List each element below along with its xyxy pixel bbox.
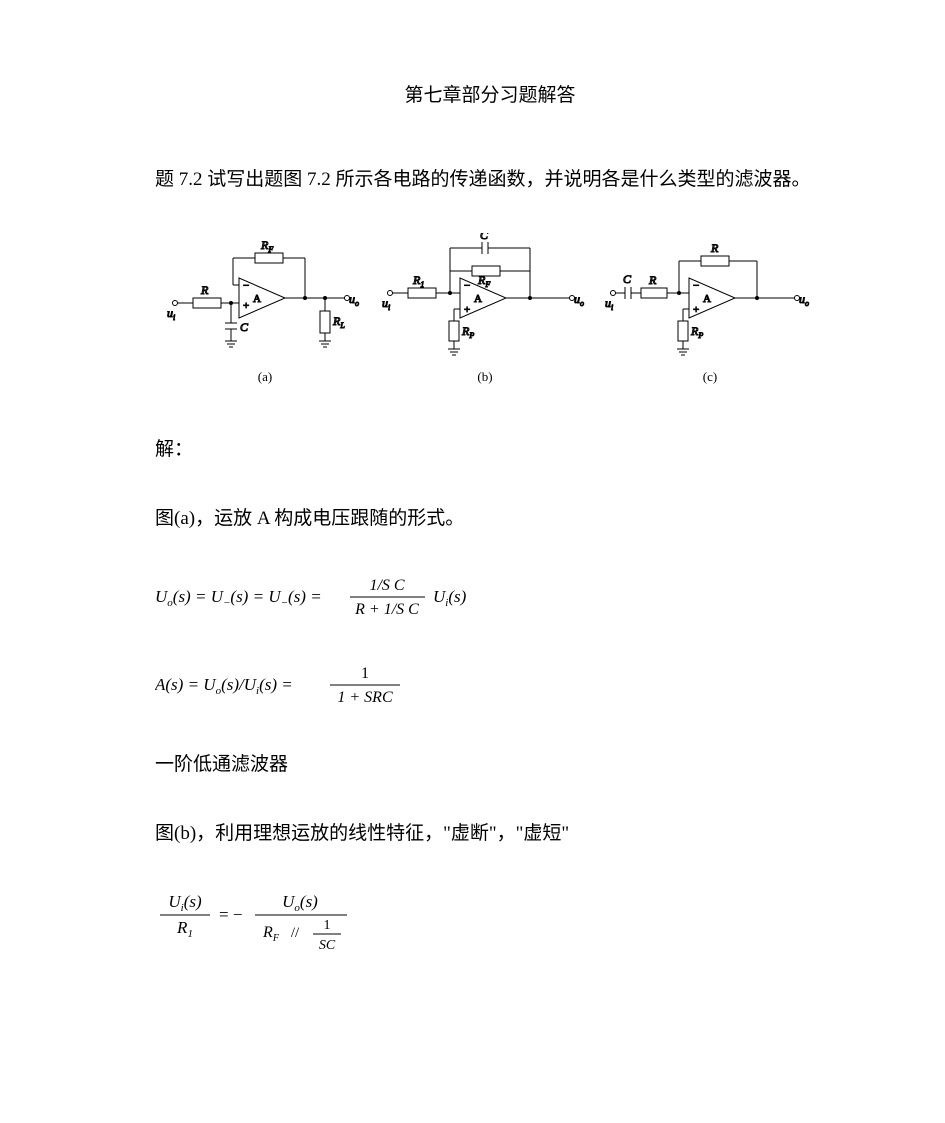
svg-text:R1: R1 [176,918,193,940]
c-b-label: C [480,233,489,242]
svg-text:+: + [243,300,249,312]
svg-text:1 + SRC: 1 + SRC [337,689,393,706]
rl-label: RL [332,314,345,330]
r2-c-label: R [710,241,719,255]
rp-c-label: RP [690,324,703,340]
figure-a: ui R C [165,233,365,385]
svg-text:+: + [693,304,699,316]
svg-text:A(s) = Uo(s)/Ui(s) =: A(s) = Uo(s)/Ui(s) = [155,675,293,697]
svg-text:SC: SC [319,938,336,953]
svg-text:−: − [243,280,249,292]
formula-1: Uo(s) = U−(s) = U−(s) = 1/S C R + 1/S C … [155,572,825,622]
svg-text://: // [291,925,300,941]
c-label: C [240,320,249,334]
svg-text:RF: RF [262,924,280,944]
svg-text:1: 1 [324,918,331,933]
ui-b: ui [382,296,390,312]
fig-b-description: 图(b)，利用理想运放的线性特征，"虚断"，"虚短" [155,819,825,849]
svg-text:R + 1/S C: R + 1/S C [354,601,419,618]
svg-text:Uo(s) = U−(s) = U−(s) =: Uo(s) = U−(s) = U−(s) = [155,587,322,609]
solution-label: 解： [155,435,825,465]
svg-text:Ui(s): Ui(s) [168,892,202,914]
figure-c: ui C R A − + [605,233,815,385]
chapter-title: 第七章部分习题解答 [155,80,825,107]
filter-a-conclusion: 一阶低通滤波器 [155,750,825,780]
formula-2: A(s) = Uo(s)/Ui(s) = 1 1 + SRC [155,662,825,710]
circuit-a-svg: ui R C [165,233,365,363]
uo-c: uo [799,292,809,308]
svg-text:1/S C: 1/S C [369,577,404,594]
svg-text:1: 1 [361,665,369,682]
fig-a-description: 图(a)，运放 A 构成电压跟随的形式。 [155,504,825,534]
opamp-b-label: A [474,293,482,305]
uo-b: uo [574,292,584,308]
svg-text:= −: = − [219,905,242,924]
svg-text:Ui(s): Ui(s) [433,587,467,609]
problem-statement: 题 7.2 试写出题图 7.2 所示各电路的传递函数，并说明各是什么类型的滤波器… [155,165,825,195]
caption-b: (b) [477,369,492,385]
caption-c: (c) [703,369,717,385]
formula-3: Ui(s) R1 = − Uo(s) RF // 1 SC [155,887,825,957]
c-c-label: C [623,272,632,286]
uo-label: uo [349,292,359,308]
r-label: R [200,283,209,297]
svg-text:Uo(s): Uo(s) [282,892,318,914]
svg-text:−: − [464,280,470,292]
rp-b-label: RP [461,324,474,340]
figure-b: ui R1 A − + uo [380,233,590,385]
circuit-c-svg: ui C R A − + [605,233,815,363]
circuit-b-svg: ui R1 A − + uo [380,233,590,363]
svg-text:+: + [464,304,470,316]
r1-label: R1 [412,273,424,289]
caption-a: (a) [258,369,272,385]
rf-b-label: RF [477,273,490,289]
svg-text:−: − [693,280,699,292]
opamp-a-label: A [253,293,261,305]
r-c-label: R [648,273,657,287]
opamp-c-label: A [703,293,711,305]
page-root: 第七章部分习题解答 题 7.2 试写出题图 7.2 所示各电路的传递函数，并说明… [0,0,945,1057]
figure-row: ui R C [155,233,825,385]
ui-c: ui [605,296,613,312]
ui-label: ui [167,306,175,322]
rf-label: RF [260,238,273,254]
